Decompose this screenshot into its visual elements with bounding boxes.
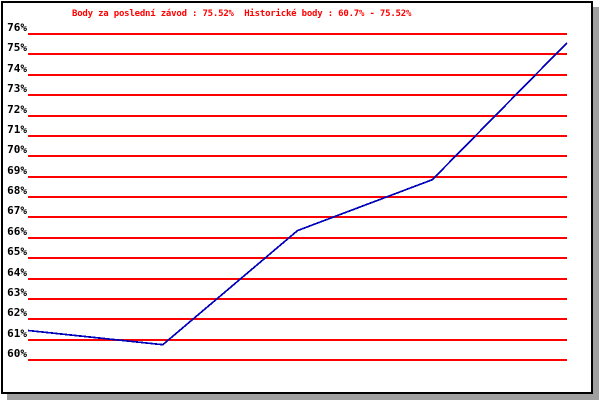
gridline [28, 277, 567, 280]
y-tick-label: 63% [7, 285, 27, 299]
y-tick-label: 68% [7, 184, 27, 197]
y-tick-label: 61% [7, 326, 27, 340]
y-tick-label: 73% [7, 82, 27, 96]
gridline [28, 114, 567, 117]
y-tick-label: 62% [7, 306, 27, 320]
chart-frame: Body za poslední závod : 75.52% Historic… [1, 1, 593, 394]
gridline [28, 155, 567, 158]
gridline [28, 257, 567, 260]
gridline [28, 134, 567, 137]
y-tick-label: 76% [7, 21, 27, 34]
y-tick-label: 69% [7, 163, 27, 177]
gridline [28, 359, 567, 361]
gridline [28, 318, 567, 321]
y-tick-label: 74% [7, 61, 27, 75]
y-tick-label: 71% [7, 122, 27, 136]
gridline [28, 175, 567, 178]
y-tick-label: 64% [7, 265, 27, 279]
gridline [28, 53, 567, 56]
gridline [28, 73, 567, 76]
gridline [28, 94, 567, 97]
gridline [28, 236, 567, 239]
y-tick-label: 70% [7, 143, 27, 157]
y-tick-label: 72% [7, 102, 27, 116]
gridline [28, 196, 567, 198]
chart-title: Body za poslední závod : 75.52% Historic… [72, 9, 412, 19]
y-tick-label: 67% [7, 204, 27, 218]
y-tick-label: 75% [7, 41, 27, 55]
gridline [28, 216, 567, 219]
gridline [28, 338, 567, 341]
gridline [28, 33, 567, 35]
y-tick-label: 60% [7, 347, 27, 360]
gridline [28, 297, 567, 300]
y-tick-label: 66% [7, 224, 27, 238]
y-tick-label: 65% [7, 245, 27, 259]
